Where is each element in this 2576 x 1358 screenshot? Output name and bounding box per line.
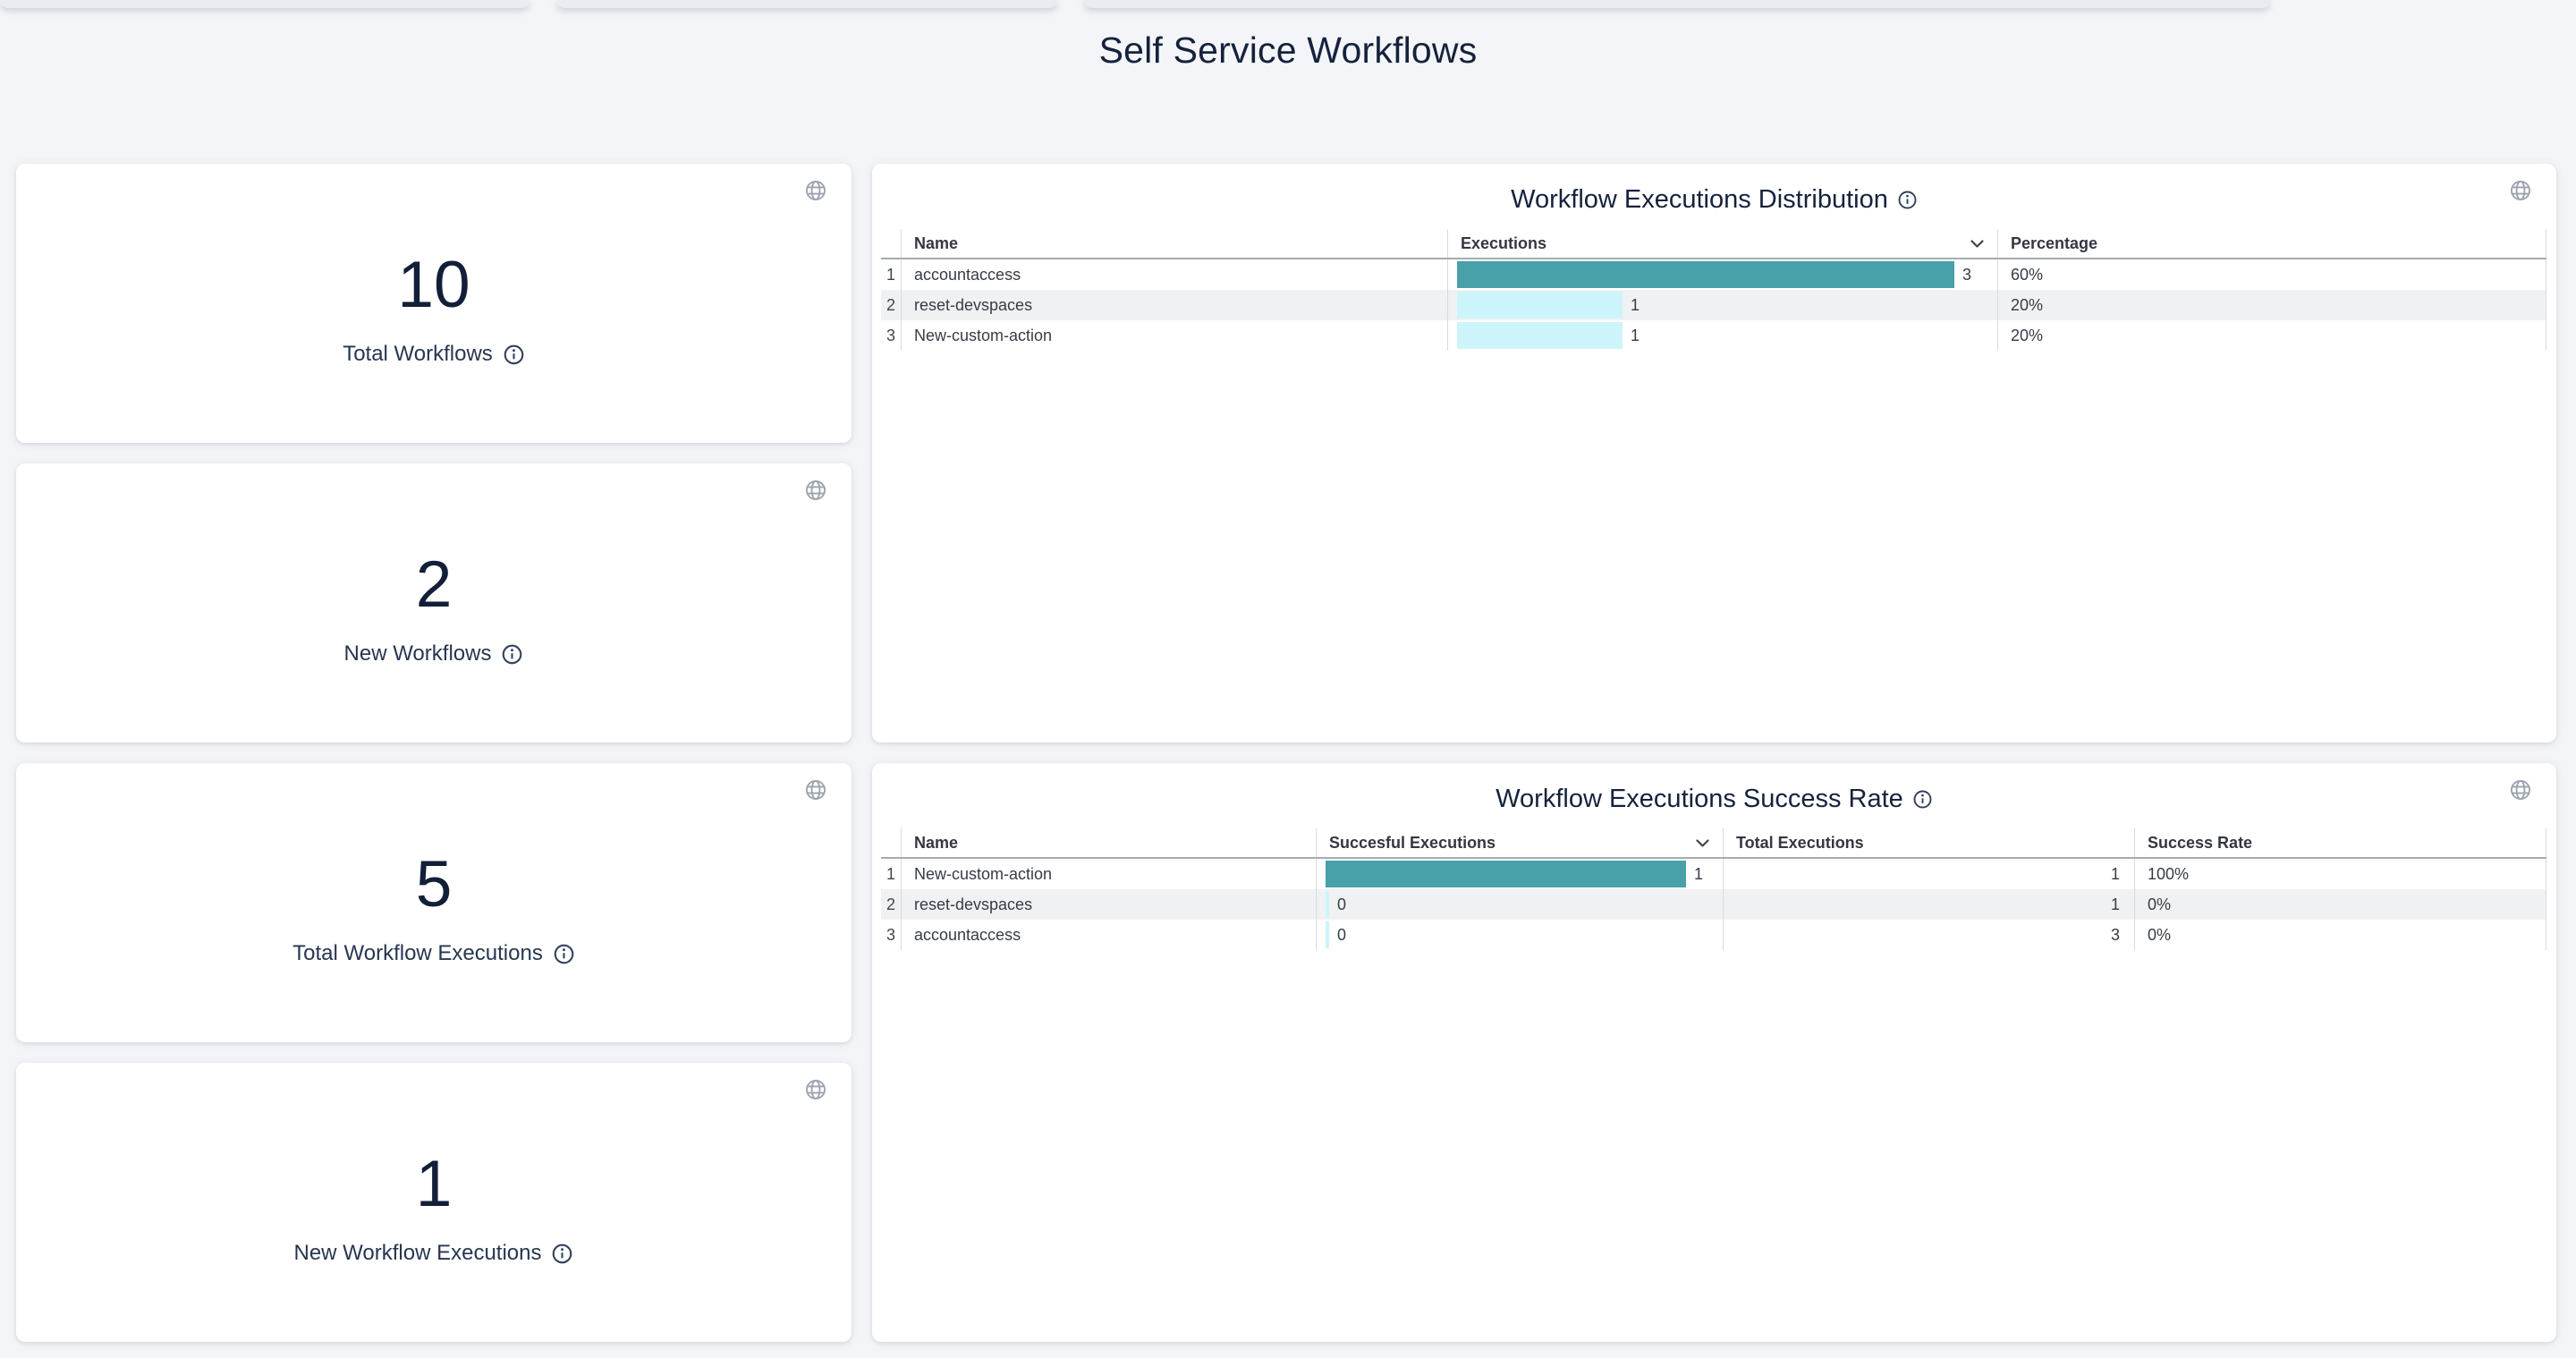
- table-cell: 100%: [2134, 859, 2546, 889]
- globe-icon[interactable]: [804, 778, 827, 802]
- info-circle-icon[interactable]: [503, 344, 525, 366]
- value-bar: [1457, 292, 1623, 318]
- value-bar: [1326, 891, 1329, 918]
- bar-cell: 1: [1316, 859, 1723, 889]
- globe-icon[interactable]: [804, 479, 827, 502]
- table-cell: 20%: [1997, 320, 2546, 351]
- table-row: 3 New-custom-action 1 20%: [881, 320, 2546, 351]
- table-cell: New-custom-action: [901, 859, 1316, 889]
- bar-value-label: 1: [1631, 326, 1640, 344]
- row-index: 1: [886, 265, 895, 284]
- column-header[interactable]: Name: [901, 229, 1447, 258]
- row-index: 2: [886, 295, 895, 314]
- globe-icon[interactable]: [2509, 179, 2532, 202]
- page-title: Self Service Workflows: [1098, 30, 1478, 71]
- column-header[interactable]: Executions: [1447, 229, 1997, 258]
- globe-icon[interactable]: [804, 179, 827, 202]
- table-cell: 20%: [1997, 290, 2546, 320]
- table-cell: 60%: [1997, 259, 2546, 290]
- globe-icon[interactable]: [2509, 778, 2532, 802]
- bar-value-label: 1: [1694, 864, 1704, 883]
- data-table: Name Succesful Executions Total Executions…: [881, 828, 2546, 950]
- info-circle-icon[interactable]: [1897, 190, 1918, 210]
- table-cell: 1: [1723, 889, 2134, 920]
- dashboard-grid: 10 Total Workflows Workflow Executions D…: [16, 164, 2556, 1342]
- row-index: 3: [886, 925, 895, 944]
- table-row: 2 reset-devspaces 1 20%: [881, 290, 2546, 320]
- bar-value-label: 3: [1962, 265, 1972, 284]
- stat-label: New Workflows: [343, 641, 492, 666]
- column-header[interactable]: Success Rate: [2134, 828, 2546, 857]
- bar-cell: 0: [1316, 889, 1723, 920]
- stat-card-new-workflows: 2 New Workflows: [16, 463, 852, 743]
- table-header-row: Name Succesful Executions Total Executions…: [881, 828, 2546, 859]
- data-table: Name Executions Percentage 1 accountaccess 3 6…: [881, 229, 2546, 351]
- stat-label: Total Workflows: [343, 342, 493, 366]
- stat-label: New Workflow Executions: [293, 1241, 542, 1265]
- stat-card-new-workflow-executions: 1 New Workflow Executions: [16, 1063, 852, 1342]
- table-cell: accountaccess: [901, 259, 1447, 290]
- globe-icon[interactable]: [804, 1078, 827, 1101]
- scrolled-panel-bottom: [0, 0, 530, 8]
- panel-title: Workflow Executions Distribution: [1511, 185, 1888, 214]
- stat-card-total-workflows: 10 Total Workflows: [16, 164, 852, 443]
- stat-label: Total Workflow Executions: [292, 941, 543, 965]
- stat-value: 1: [415, 1148, 453, 1220]
- bar-value-label: 1: [1631, 295, 1640, 314]
- value-bar: [1326, 921, 1329, 948]
- bar-cell: 3: [1447, 259, 1997, 290]
- table-cell: reset-devspaces: [901, 290, 1447, 320]
- panel-workflow-executions-success-rate: Workflow Executions Success Rate Name Suc…: [872, 763, 2556, 1342]
- info-circle-icon[interactable]: [553, 943, 575, 965]
- info-circle-icon[interactable]: [501, 643, 523, 666]
- row-index: 1: [886, 864, 895, 883]
- scrolled-panel-bottom: [1084, 0, 2270, 8]
- table-header-row: Name Executions Percentage: [881, 229, 2546, 259]
- column-header[interactable]: Name: [901, 828, 1316, 857]
- value-bar: [1457, 322, 1623, 349]
- panel-title: Workflow Executions Success Rate: [1496, 785, 1903, 813]
- table-cell: accountaccess: [901, 920, 1316, 950]
- column-header[interactable]: Total Executions: [1723, 828, 2134, 857]
- info-circle-icon[interactable]: [551, 1243, 573, 1265]
- value-bar: [1457, 261, 1954, 288]
- table-row: 2 reset-devspaces 0 1 0%: [881, 889, 2546, 920]
- row-index: 2: [886, 895, 895, 913]
- stat-card-total-workflow-executions: 5 Total Workflow Executions: [16, 763, 852, 1042]
- table-row: 3 accountaccess 0 3 0%: [881, 920, 2546, 950]
- bar-cell: 0: [1316, 920, 1723, 950]
- column-header[interactable]: Percentage: [1997, 229, 2546, 258]
- table-row: 1 accountaccess 3 60%: [881, 259, 2546, 290]
- chevron-down-icon: [1970, 239, 1985, 249]
- info-circle-icon[interactable]: [1912, 789, 1933, 810]
- bar-value-label: 0: [1337, 925, 1347, 944]
- index-column-header: [881, 828, 901, 857]
- table-cell: reset-devspaces: [901, 889, 1316, 920]
- column-header[interactable]: Succesful Executions: [1316, 828, 1723, 857]
- table-cell: 3: [1723, 920, 2134, 950]
- table-row: 1 New-custom-action 1 1 100%: [881, 859, 2546, 889]
- table-cell: 0%: [2134, 889, 2546, 920]
- stat-value: 2: [415, 548, 453, 621]
- scrolled-panel-bottom: [556, 0, 1057, 8]
- table-cell: New-custom-action: [901, 320, 1447, 351]
- value-bar: [1326, 861, 1686, 887]
- table-cell: 0%: [2134, 920, 2546, 950]
- bar-value-label: 0: [1337, 895, 1347, 913]
- index-column-header: [881, 229, 901, 258]
- row-index: 3: [886, 326, 895, 344]
- panel-workflow-executions-distribution: Workflow Executions Distribution Name Exe…: [872, 164, 2556, 743]
- stat-value: 10: [397, 249, 470, 321]
- table-cell: 1: [1723, 859, 2134, 889]
- stat-value: 5: [415, 848, 453, 921]
- bar-cell: 1: [1447, 290, 1997, 320]
- chevron-down-icon: [1695, 838, 1710, 848]
- bar-cell: 1: [1447, 320, 1997, 351]
